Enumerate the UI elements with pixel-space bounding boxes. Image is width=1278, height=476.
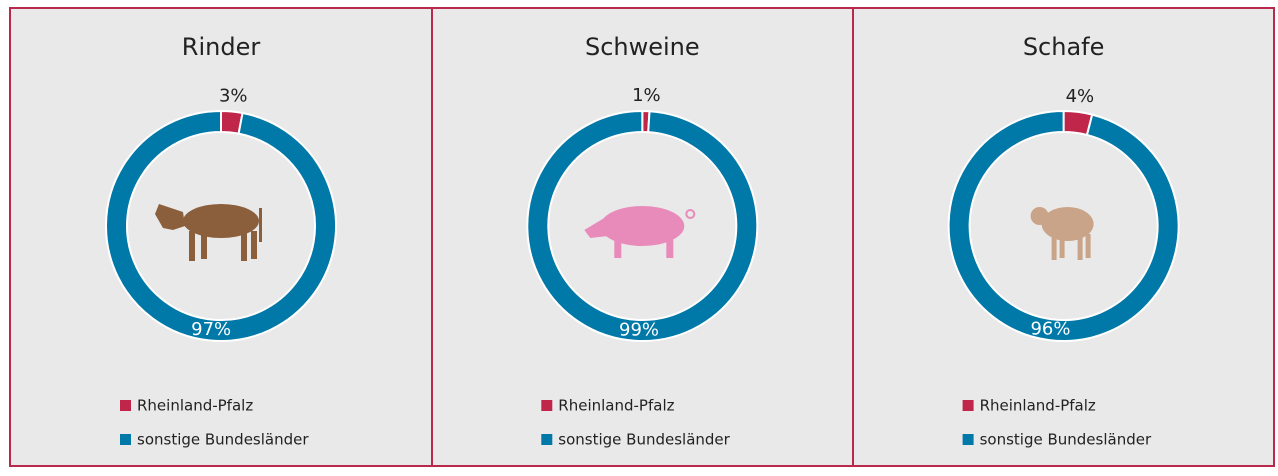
legend-label: sonstige Bundesländer [137,431,309,449]
icon-part [666,236,674,258]
animal-icon [1030,207,1094,260]
icon-part [189,231,195,261]
value-label: 96% [1030,319,1070,340]
animal-icon [155,204,262,261]
icon-part [1059,234,1065,258]
donut-segment [526,109,759,342]
icon-part [614,236,622,258]
legend-swatch [120,434,131,445]
icon-part [584,218,609,238]
icon-part [183,204,259,238]
icon-part [241,231,247,261]
icon-part [1085,234,1091,258]
icon-part [201,231,207,259]
icon-part [685,209,696,219]
value-label: 1% [632,85,661,106]
icon-part [259,208,262,242]
legend-label: Rheinland-Pfalz [137,397,253,415]
legend-swatch [962,400,974,411]
animal-icon [584,206,696,258]
value-label: 97% [191,319,231,340]
legend-swatch [962,434,974,445]
legend-label: sonstige Bundesländer [558,431,730,449]
chart-title: Schafe [1023,33,1105,61]
icon-part [1077,234,1083,260]
legend-label: Rheinland-Pfalz [980,397,1096,415]
legend-label: sonstige Bundesländer [980,431,1152,449]
value-label: 4% [1066,86,1095,107]
chart-title: Schweine [585,33,700,61]
donut-segment [105,109,337,342]
legend-swatch [541,434,553,445]
legend-swatch [120,400,131,411]
icon-part [251,231,257,259]
icon-part [1030,207,1049,225]
legend-label: Rheinland-Pfalz [558,397,674,415]
value-label: 99% [619,319,659,340]
icon-part [155,204,185,230]
value-label: 3% [219,86,248,107]
chart-title: Rinder [182,33,261,61]
icon-part [1041,207,1094,241]
legend-swatch [541,400,553,411]
icon-part [1051,234,1057,260]
donut-segment [947,109,1180,342]
